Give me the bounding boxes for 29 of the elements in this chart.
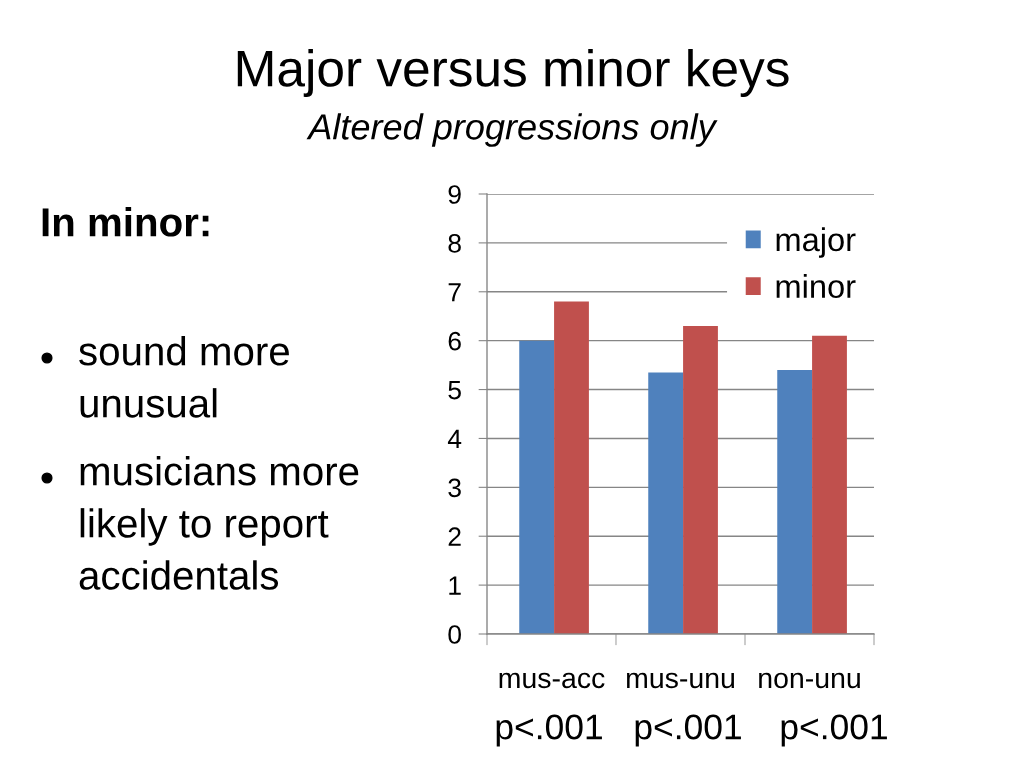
bar [519,340,555,634]
chart-title: Major versus minor keys [237,49,789,97]
y-tick-label: 3 [448,478,461,498]
text: In minor: [42,207,209,237]
x-tick-label: mus-unu [627,672,734,689]
legend-label: major [776,227,856,258]
bar [777,370,813,634]
bar [683,326,718,634]
text: sound more unusual [79,336,289,418]
bar [648,372,684,634]
y-tick-label: 1 [449,576,461,595]
y-tick-label: 7 [448,283,461,302]
bar [812,335,847,634]
legend-label: minor [776,274,856,299]
chart-subtitle: Altered progressions only [306,113,718,147]
text: p<.001 [496,714,602,747]
y-tick-label: 8 [448,234,461,253]
y-tick-label: 0 [448,625,461,644]
y-tick-label: 2 [448,527,461,546]
text: p<.001 [781,714,887,747]
x-tick-label: non-unu [759,672,860,689]
y-tick-label: 5 [448,380,461,400]
y-tick-label: 6 [448,331,461,351]
bar [554,301,589,634]
text: p<.001 [635,714,741,747]
x-tick-label: mus-acc [499,672,605,689]
y-tick-label: 9 [448,185,461,204]
text: musicians more likely to report accidentals [79,456,359,590]
y-tick-label: 4 [447,429,462,449]
